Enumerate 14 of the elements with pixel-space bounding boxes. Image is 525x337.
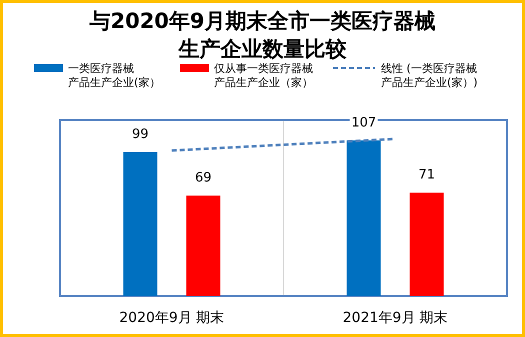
x-tick-label: 2020年9月 期末 [119, 310, 224, 326]
legend-label: 线性 (一类医疗器械产品生产企业(家）) [381, 62, 478, 89]
chart-title: 与2020年9月期末全市一类医疗器械生产企业数量比较 [88, 9, 436, 61]
legend-label: 仅从事一类医疗器械产品生产企业（家） [214, 62, 313, 89]
bar [346, 140, 381, 296]
data-label: 71 [418, 168, 436, 183]
bar [410, 192, 444, 296]
bar [186, 196, 220, 296]
bar [123, 152, 158, 296]
legend-label: 一类医疗器械产品生产企业(家） [68, 62, 160, 89]
data-label: 107 [351, 115, 376, 130]
x-tick-label: 2021年9月 期末 [342, 310, 448, 326]
data-label: 99 [132, 127, 149, 142]
data-label: 69 [194, 170, 212, 186]
